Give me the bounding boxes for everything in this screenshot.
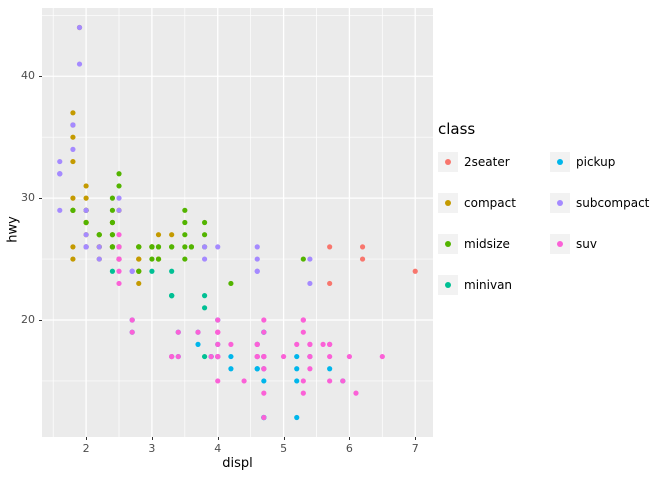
legend: class 2seater compact midsize minivan pickup… — [438, 120, 668, 316]
x-axis-title: displ — [222, 456, 253, 471]
x-tick-mark — [349, 437, 351, 440]
x-tick-mark — [217, 437, 219, 440]
legend-key — [550, 234, 570, 254]
midsize-swatch-icon — [445, 241, 451, 247]
series-minivan — [109, 268, 221, 360]
series-subcompact — [57, 24, 313, 287]
legend-label: minivan — [464, 278, 513, 292]
y-tick-label: 40 — [21, 69, 35, 83]
legend-label: 2seater — [464, 155, 510, 169]
scatter-plot-canvas — [42, 8, 433, 437]
legend-key — [550, 193, 570, 213]
legend-title: class — [438, 120, 476, 138]
y-tick-label: 20 — [21, 313, 35, 326]
series-pickup — [129, 317, 346, 421]
compact-swatch-icon — [445, 200, 451, 206]
x-tick-mark — [415, 437, 417, 440]
y-axis-title: hwy — [5, 216, 21, 243]
legend-label: subcompact — [576, 196, 650, 210]
pickup-swatch-icon — [557, 159, 563, 165]
legend-key — [438, 193, 458, 213]
legend-label: compact — [464, 196, 516, 210]
legend-label: pickup — [576, 155, 616, 169]
suv-swatch-icon — [557, 241, 563, 247]
x-tick-label: 7 — [411, 442, 419, 455]
legend-columns: 2seater compact midsize minivan pickup subcom… — [438, 152, 668, 316]
legend-item-midsize: midsize — [438, 234, 550, 254]
legend-item-2seater: 2seater — [438, 152, 550, 172]
legend-label: suv — [576, 237, 597, 251]
legend-column: pickup subcompact suv — [550, 152, 649, 316]
x-tick-label: 2 — [82, 442, 90, 455]
legend-item-minivan: minivan — [438, 275, 550, 295]
x-tick-mark — [151, 437, 153, 440]
legend-item-subcompact: subcompact — [550, 193, 649, 213]
series-2seater — [327, 244, 418, 287]
series-suv — [116, 232, 385, 421]
x-tick-mark — [283, 437, 285, 440]
x-tick-mark — [86, 437, 88, 440]
legend-item-compact: compact — [438, 193, 550, 213]
plot-panel — [42, 8, 433, 437]
minivan-swatch-icon — [445, 282, 451, 288]
subcompact-swatch-icon — [557, 200, 563, 206]
legend-column: 2seater compact midsize minivan — [438, 152, 550, 316]
legend-key — [438, 275, 458, 295]
legend-key — [438, 152, 458, 172]
legend-key — [550, 152, 570, 172]
legend-key — [438, 234, 458, 254]
x-tick-label: 4 — [214, 442, 222, 455]
2seater-swatch-icon — [445, 159, 451, 165]
legend-label: midsize — [464, 237, 510, 251]
legend-item-suv: suv — [550, 234, 649, 254]
x-tick-label: 6 — [345, 442, 353, 455]
legend-item-pickup: pickup — [550, 152, 649, 172]
x-tick-label: 3 — [148, 442, 156, 455]
y-tick-label: 30 — [21, 191, 35, 205]
x-tick-label: 5 — [280, 442, 288, 455]
series-midsize — [70, 171, 306, 287]
